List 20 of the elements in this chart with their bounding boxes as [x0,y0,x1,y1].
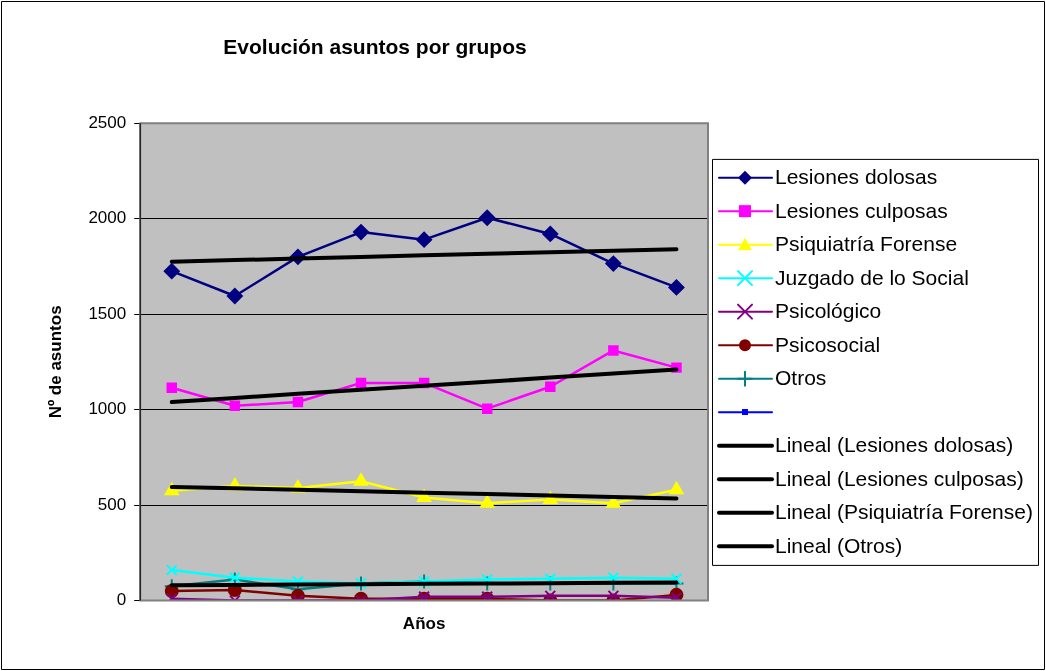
legend-label: Psicosocial [775,332,881,356]
y-tick-label: 1000 [88,399,127,419]
y-tick-label: 500 [97,494,127,514]
y-tick-label: 1500 [88,303,127,323]
legend-label: Juzgado de lo Social [775,265,969,289]
legend-label: Psicológico [775,299,882,323]
legend-label: Lesiones dolosas [775,165,938,189]
legend-label: Otros [775,366,827,390]
y-axis-title: Nº de asuntos [45,305,65,419]
legend-label: Lineal (Psiquiatría Forense) [775,500,1033,524]
y-tick-label: 0 [116,590,127,610]
x-axis-title: Años [402,614,446,634]
y-tick-label: 2000 [88,208,127,228]
y-tick-label: 2500 [88,112,127,132]
chart-title: Evolución asuntos por grupos [223,35,527,59]
legend-label: Lineal (Lesiones dolosas) [775,433,1014,457]
legend-label: Lineal (Lesiones culposas) [775,466,1024,490]
legend-label: Lesiones culposas [775,198,948,222]
legend-label: Lineal (Otros) [775,533,903,557]
legend-label: Psiquiatría Forense [775,232,958,256]
